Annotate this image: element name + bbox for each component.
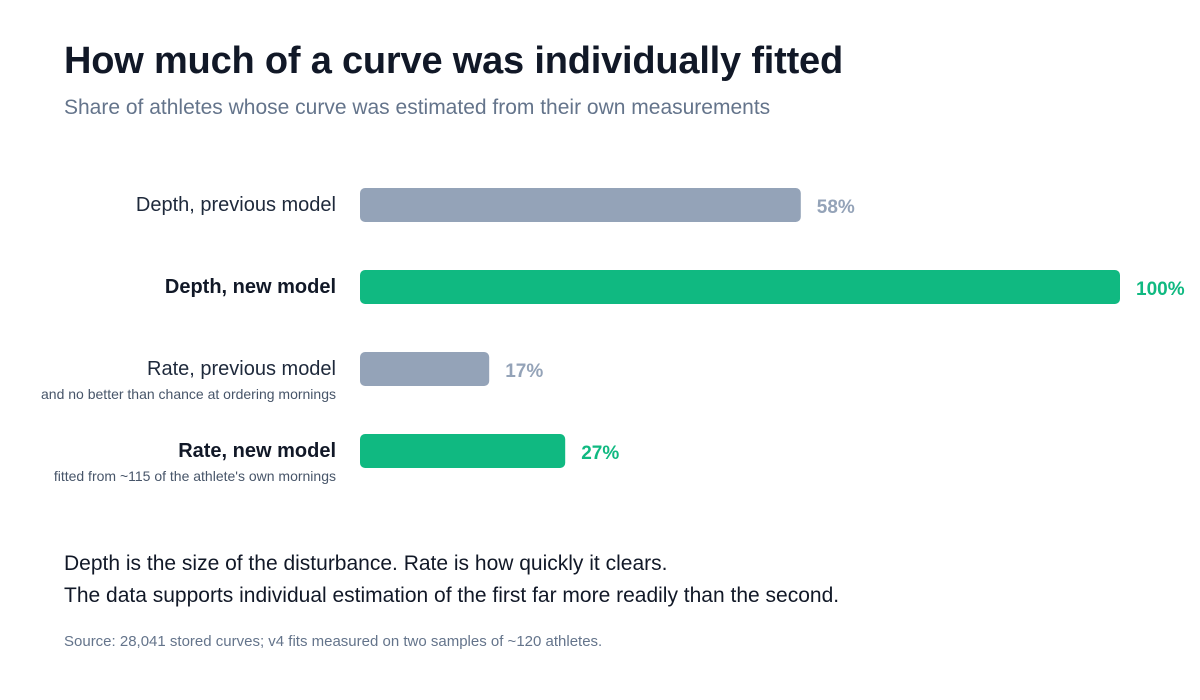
category-label-0: Depth, previous model [136, 194, 336, 216]
bar-3 [360, 434, 566, 468]
value-label-3: 27% [581, 443, 619, 464]
chart-notes: Depth is the size of the disturbance. Ra… [64, 548, 1144, 612]
category-label-1: Depth, new model [165, 276, 336, 298]
category-sublabel-2: and no better than chance at ordering mo… [41, 386, 336, 402]
value-label-2: 17% [505, 361, 543, 382]
note-line-1: Depth is the size of the disturbance. Ra… [64, 552, 668, 575]
category-label-2: Rate, previous model [147, 358, 336, 380]
note-line-2: The data supports individual estimation … [64, 584, 840, 607]
chart-title: How much of a curve was individually fit… [64, 40, 843, 82]
bar-0 [360, 188, 801, 222]
category-sublabel-3: fitted from ~115 of the athlete's own mo… [54, 468, 336, 484]
chart-subtitle: Share of athletes whose curve was estima… [64, 96, 771, 119]
category-label-3: Rate, new model [178, 440, 336, 462]
value-label-1: 100% [1136, 279, 1185, 300]
source-note: Source: 28,041 stored curves; v4 fits me… [64, 633, 603, 650]
bar-2 [360, 352, 490, 386]
bar-1 [360, 270, 1120, 304]
value-label-0: 58% [817, 197, 855, 218]
bar-chart: Depth, previous model 58% Depth, new model… [41, 188, 1185, 484]
